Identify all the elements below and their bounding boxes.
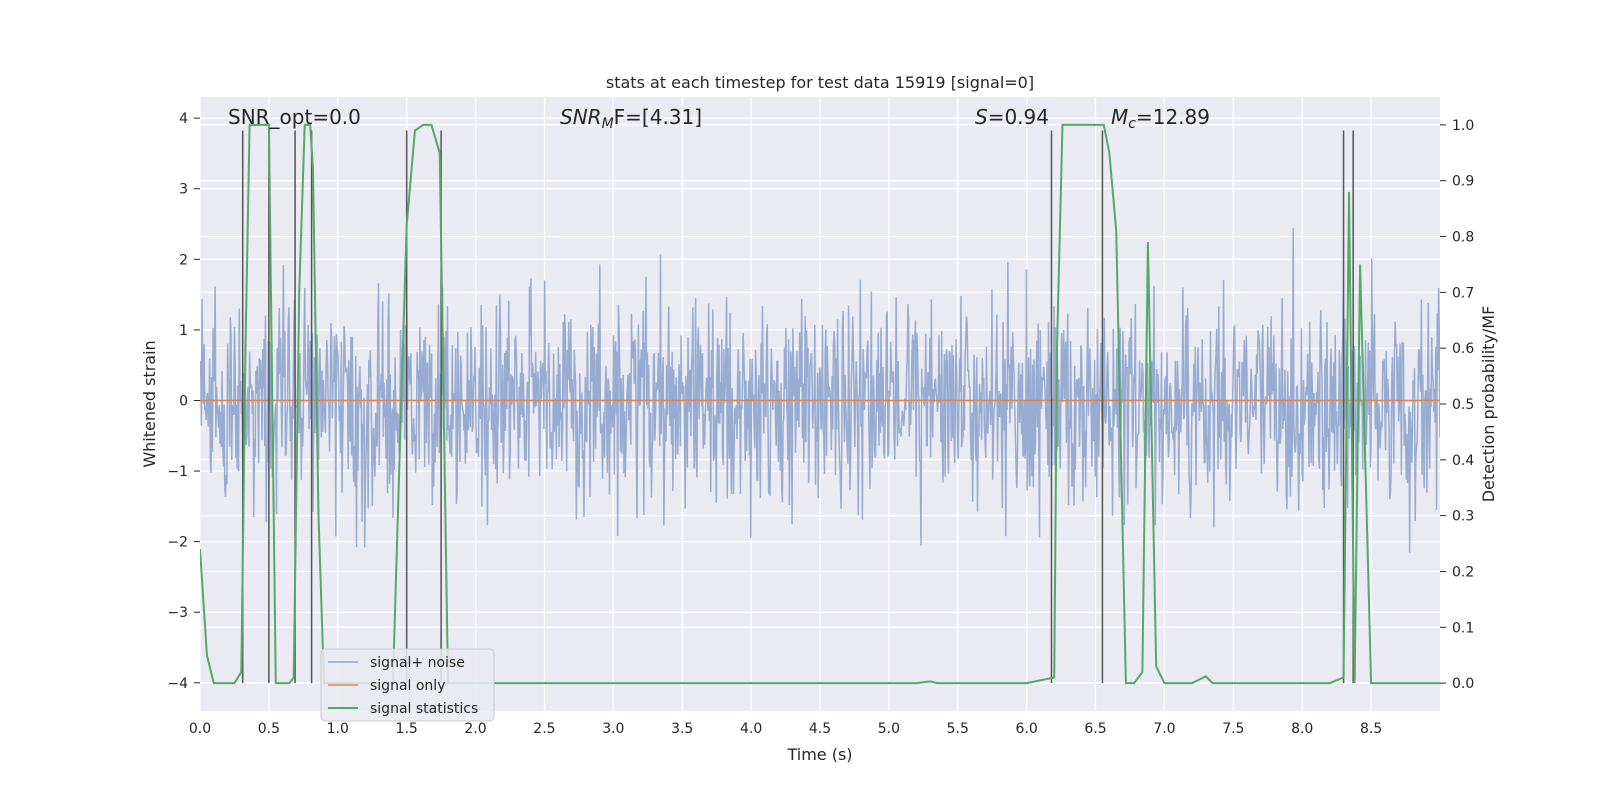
right-y-tick-label: 0.3: [1452, 509, 1474, 525]
x-axis-label: Time (s): [786, 745, 852, 764]
x-tick-label: 5.5: [947, 721, 969, 737]
left-y-tick-label: 2: [179, 252, 188, 268]
left-y-tick-label: −2: [167, 535, 188, 551]
x-tick-label: 8.0: [1291, 721, 1313, 737]
x-tick-label: 3.0: [602, 721, 624, 737]
right-y-tick-label: 0.6: [1452, 341, 1474, 357]
right-y-tick-label: 0.8: [1452, 230, 1474, 246]
left-y-tick-label: −3: [167, 605, 188, 621]
left-y-tick-label: 1: [179, 323, 188, 339]
left-y-axis-ticks: 4 3 2 1 0 −1 −2 −3 −4: [167, 111, 200, 692]
right-y-tick-label: 0.2: [1452, 564, 1474, 580]
annotation-mc-val: =12.89: [1136, 105, 1210, 129]
legend-label-signal-plus-noise: signal+ noise: [370, 655, 465, 671]
event-markers: [241, 130, 1354, 684]
x-tick-label: 4.5: [809, 721, 831, 737]
right-y-tick-label: 0.4: [1452, 453, 1474, 469]
x-tick-label: 1.5: [396, 721, 418, 737]
right-y-tick-label: 1.0: [1452, 118, 1474, 134]
annotation-mc-sub: c: [1128, 116, 1136, 132]
right-y-tick-label: 0.5: [1452, 397, 1474, 413]
legend-label-signal-statistics: signal statistics: [370, 701, 478, 717]
x-tick-label: 6.0: [1016, 721, 1038, 737]
right-y-tick-label: 0.0: [1452, 676, 1474, 692]
x-tick-label: 1.0: [327, 721, 349, 737]
annotation-s-val: =0.94: [988, 105, 1049, 129]
x-tick-label: 8.5: [1360, 721, 1382, 737]
x-axis-ticks: 0.0 0.5 1.0 1.5 2.0 2.5 3.0 3.5 4.0 4.5 5.0 5.5 6.0 6…: [189, 721, 1382, 737]
right-y-tick-label: 0.1: [1452, 620, 1474, 636]
x-tick-label: 3.5: [671, 721, 693, 737]
x-tick-label: 2.0: [464, 721, 486, 737]
annotation-snr-mf: SNRMF=[4.31]: [560, 105, 702, 132]
right-y-axis-label: Detection probability/MF: [1479, 306, 1498, 503]
x-tick-label: 6.5: [1084, 721, 1106, 737]
right-y-tick-label: 0.7: [1452, 285, 1474, 301]
annotation-snr-mf-sub: M: [602, 116, 614, 132]
x-tick-label: 2.5: [533, 721, 555, 737]
legend: signal+ noise signal only signal statist…: [320, 648, 495, 722]
left-y-tick-label: −4: [167, 676, 188, 692]
annotation-mc-var: M: [1111, 105, 1128, 129]
annotation-snr-opt: SNR_opt=0.0: [228, 105, 361, 129]
right-y-axis-ticks: 1.0 0.9 0.8 0.7 0.6 0.5 0.4 0.3 0.2 0.1 0.0: [1440, 118, 1474, 692]
x-tick-label: 7.5: [1222, 721, 1244, 737]
left-y-tick-label: −1: [167, 464, 188, 480]
chart-title: stats at each timestep for test data 159…: [606, 73, 1034, 92]
annotation-s-var: S: [975, 105, 988, 129]
annotation-mc: Mc=12.89: [1111, 105, 1210, 132]
right-y-tick-label: 0.9: [1452, 174, 1474, 190]
left-y-tick-label: 0: [179, 393, 188, 409]
x-tick-label: 0.0: [189, 721, 211, 737]
x-tick-label: 0.5: [258, 721, 280, 737]
x-tick-label: 5.0: [878, 721, 900, 737]
annotation-s: S=0.94: [975, 105, 1049, 129]
annotation-snr-mf-rest: F=[4.31]: [614, 105, 702, 129]
left-y-tick-label: 4: [179, 111, 188, 127]
left-y-axis-label: Whitened strain: [140, 340, 159, 467]
x-tick-label: 7.0: [1153, 721, 1175, 737]
annotation-snr-mf-base: SNR: [560, 105, 602, 129]
legend-label-signal-only: signal only: [370, 678, 445, 694]
left-y-tick-label: 3: [179, 182, 188, 198]
legend-box: [320, 648, 495, 722]
x-tick-label: 4.0: [740, 721, 762, 737]
